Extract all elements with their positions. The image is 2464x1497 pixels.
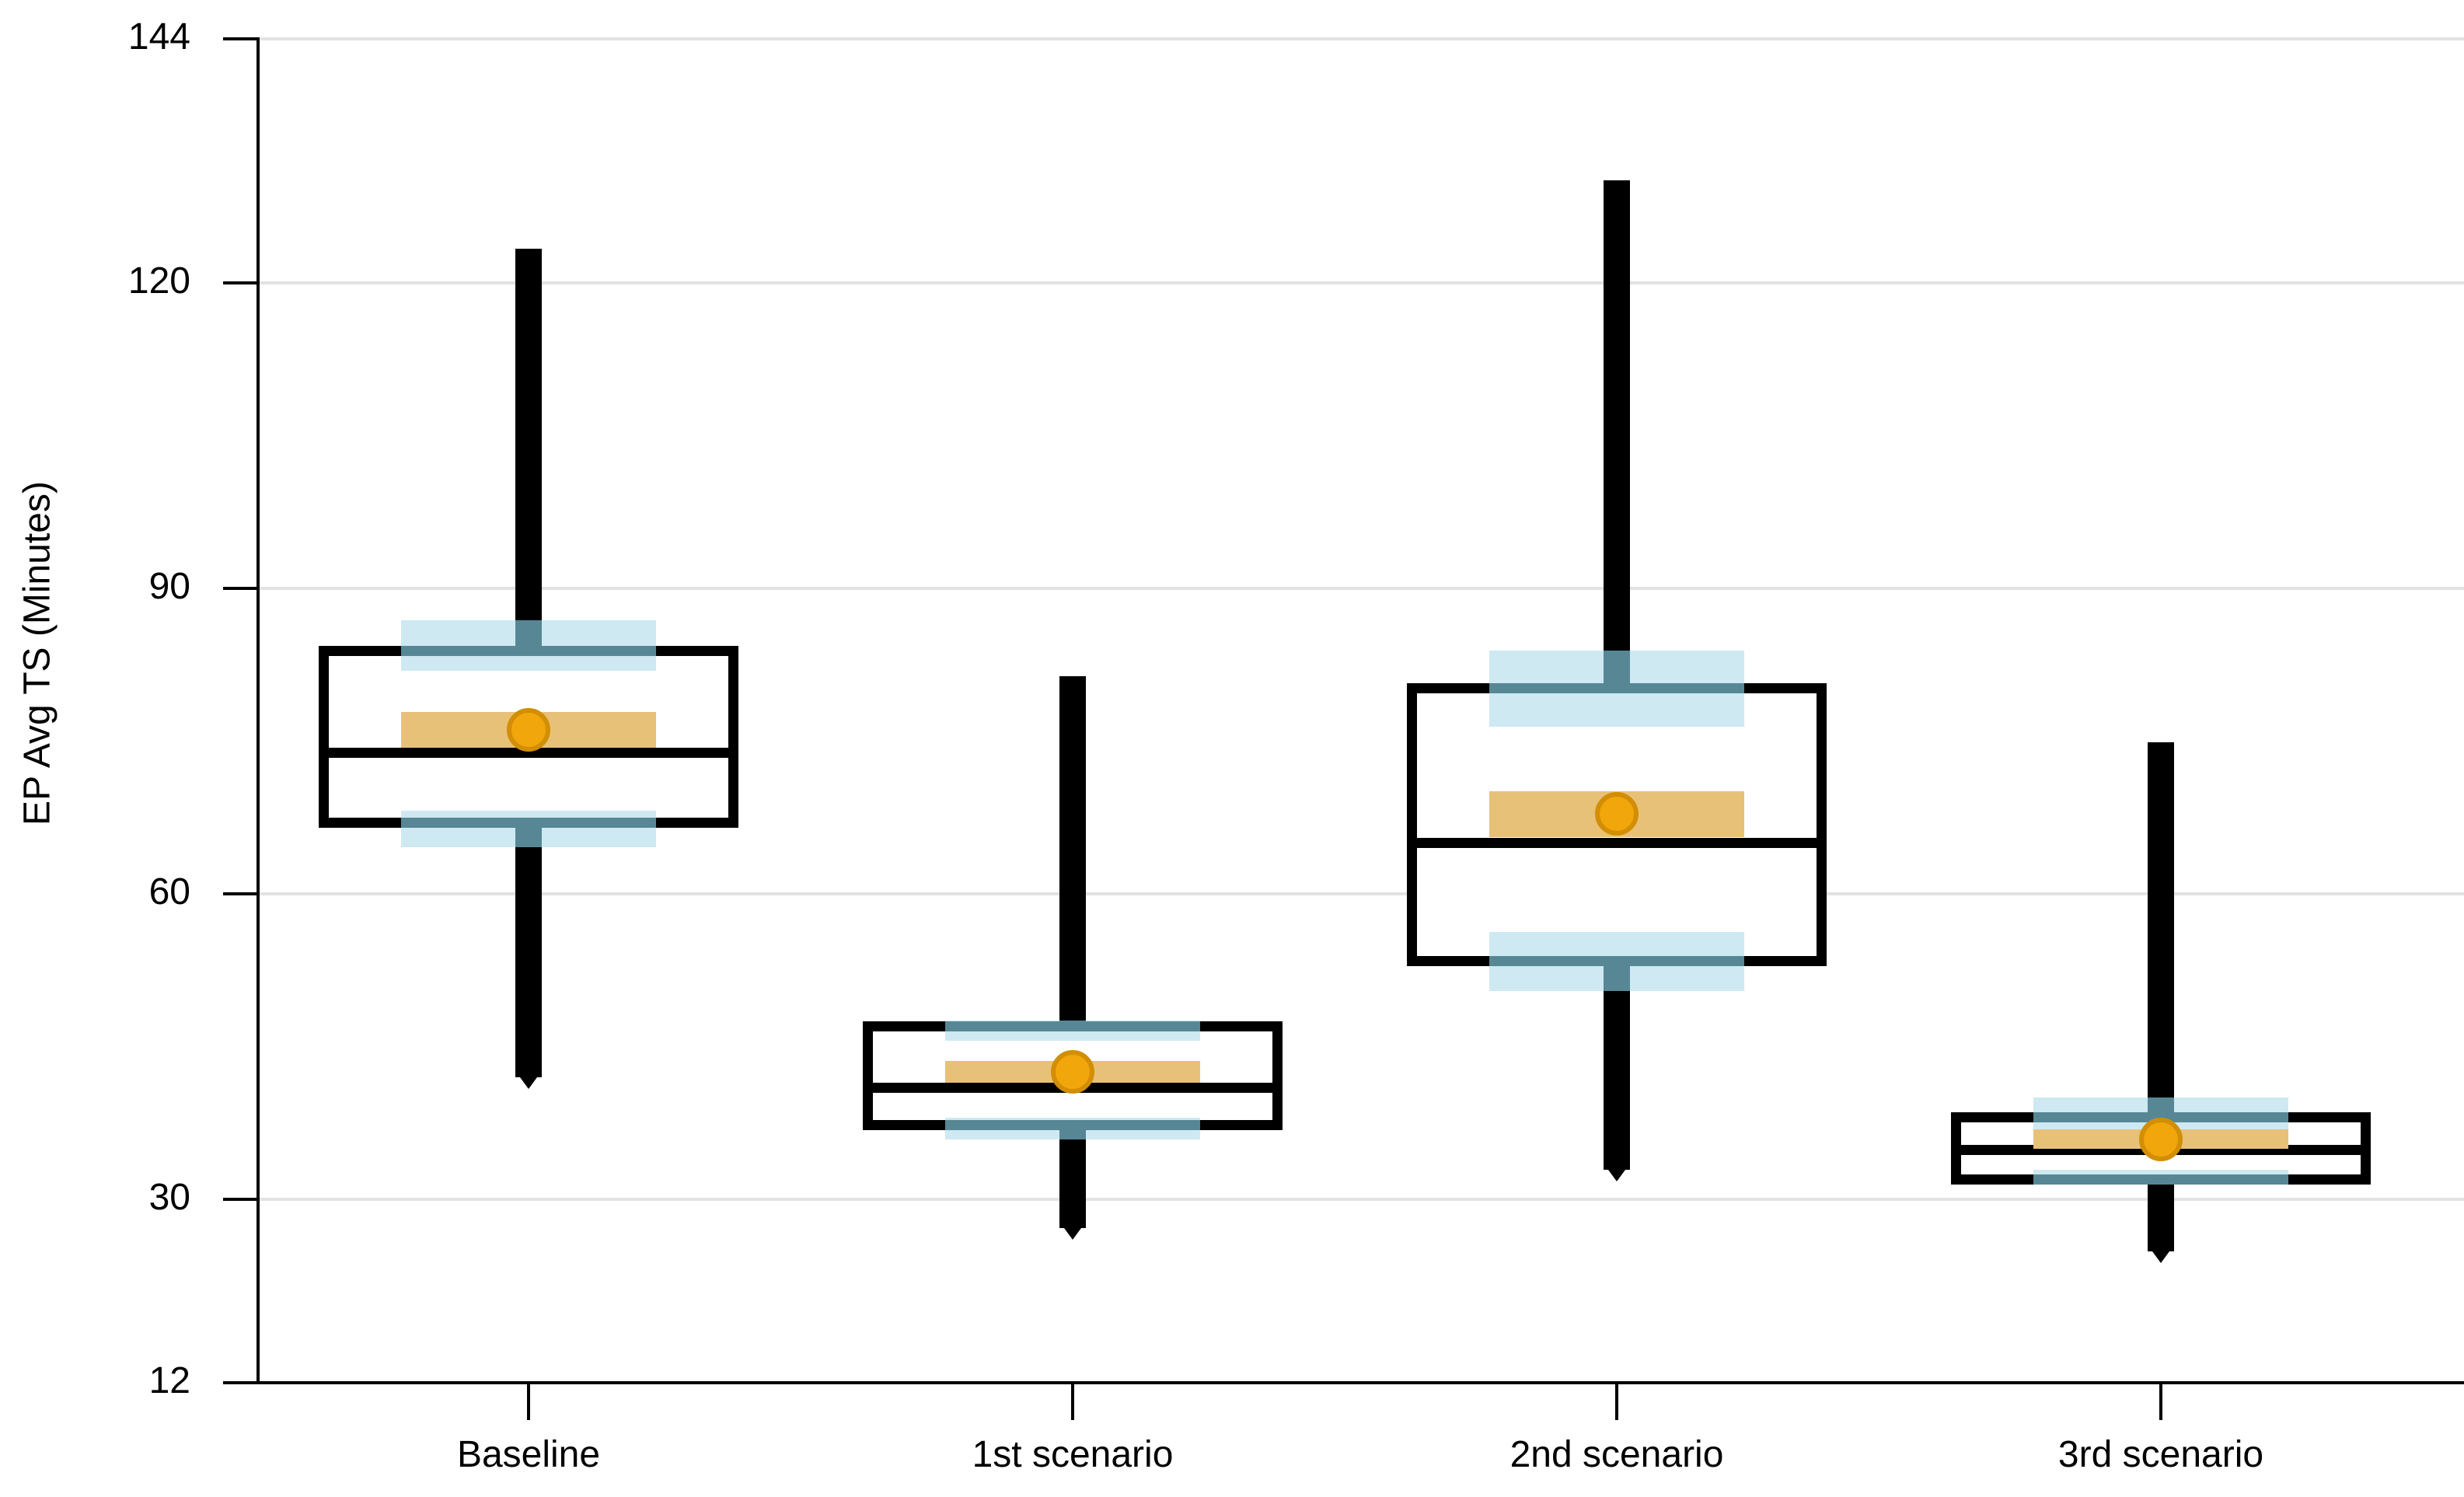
ci-overlap-stripe [401, 818, 656, 829]
y-tick-label: 90 [148, 566, 190, 608]
ci-overlap-stripe [1489, 683, 1744, 694]
y-tick-label: 12 [148, 1360, 190, 1401]
mean-dot [1051, 1050, 1094, 1094]
category-label: 2nd scenario [1509, 1434, 1724, 1475]
ci-overlap-stripe [2033, 1111, 2288, 1122]
y-tick [223, 1198, 260, 1202]
mean-dot [2139, 1117, 2183, 1161]
ci-overlap-whisker [1604, 966, 1630, 991]
ci-overlap-stripe [1489, 956, 1744, 967]
ci-overlap-stripe [945, 1120, 1200, 1131]
mean-dot [1595, 791, 1639, 836]
gridline [260, 281, 2464, 285]
ci-overlap-whisker [515, 619, 542, 646]
ci-overlap-whisker [515, 828, 542, 847]
ci-overlap-stripe [401, 645, 656, 656]
x-tick [2159, 1383, 2162, 1420]
y-tick [223, 1381, 260, 1384]
ci-overlap-stripe [945, 1021, 1200, 1032]
whisker-bottom-tip [1608, 1170, 1625, 1182]
median-line [1407, 838, 1827, 849]
ci-overlap-stripe [2033, 1174, 2288, 1185]
whisker [1059, 675, 1086, 1228]
whisker-bottom-tip [2152, 1251, 2169, 1264]
category-label: Baseline [456, 1434, 601, 1475]
gridline [260, 587, 2464, 591]
y-tick [223, 281, 260, 285]
gridline [260, 1198, 2464, 1202]
ci-overlap-whisker [1604, 651, 1630, 684]
median-line [319, 747, 738, 758]
ci-overlap-whisker [1059, 1130, 1086, 1139]
category-label: 1st scenario [972, 1434, 1174, 1475]
y-axis-title: EP Avg TS (Minutes) [16, 481, 58, 825]
y-tick-label: 30 [148, 1177, 190, 1219]
x-tick [1071, 1383, 1074, 1420]
y-tick-label: 144 [127, 16, 190, 58]
category-label: 3rd scenario [2057, 1434, 2264, 1475]
ci-overlap-whisker [2148, 1097, 2174, 1112]
y-axis-line [257, 37, 260, 1384]
x-axis-line [257, 1381, 2464, 1384]
y-tick-label: 60 [148, 871, 190, 913]
x-tick [1615, 1383, 1618, 1420]
y-tick [223, 587, 260, 591]
y-tick-label: 120 [127, 260, 190, 302]
y-tick [223, 37, 260, 40]
y-tick [223, 892, 260, 896]
whisker-bottom-tip [1064, 1227, 1081, 1240]
mean-dot [507, 708, 550, 752]
whisker-bottom-tip [520, 1077, 537, 1090]
gridline [260, 37, 2464, 40]
x-tick [527, 1383, 530, 1420]
gridline [260, 892, 2464, 896]
